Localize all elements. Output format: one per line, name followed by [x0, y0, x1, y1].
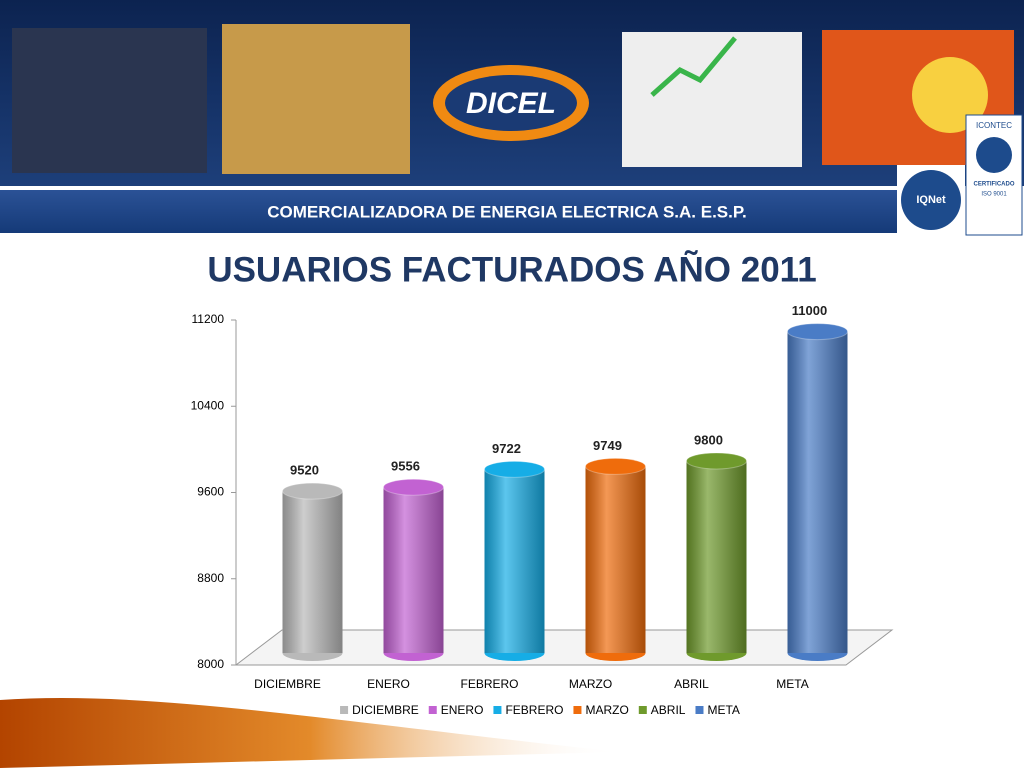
data-label: 9520	[290, 463, 319, 478]
x-tick-label: MARZO	[569, 677, 612, 691]
x-tick-label: META	[776, 677, 808, 691]
badge-text: CERTIFICADO	[974, 182, 1015, 188]
badge-text: IQNet	[916, 194, 946, 206]
bar-top	[383, 478, 444, 496]
data-label: 9722	[492, 441, 521, 456]
bar-shade	[383, 487, 444, 653]
bar-top	[585, 457, 646, 475]
logo-inner	[445, 75, 577, 131]
decor-swoosh	[0, 698, 620, 768]
legend-label: DICIEMBRE	[352, 703, 419, 717]
photo-chart	[622, 32, 802, 167]
bar-top	[686, 452, 747, 470]
legend-swatch	[695, 706, 704, 714]
legend-swatch	[340, 706, 349, 714]
legend-swatch	[493, 706, 502, 714]
chart-title: USUARIOS FACTURADOS AÑO 2011	[207, 250, 816, 289]
photo-city	[12, 28, 207, 173]
bar-shade	[585, 466, 646, 653]
icontec-badge	[965, 114, 1023, 236]
badge-text: ICONTEC	[976, 121, 1012, 130]
x-tick-label: ENERO	[367, 677, 410, 691]
data-label: 11000	[792, 303, 827, 318]
x-tick-label: FEBRERO	[460, 677, 518, 691]
legend-swatch	[638, 706, 647, 714]
bar-shade	[484, 469, 545, 653]
company-name: COMERCIALIZADORA DE ENERGIA ELECTRICA S.…	[267, 202, 747, 221]
bar-shade	[686, 460, 747, 653]
bar-top	[484, 460, 545, 478]
data-label: 9556	[391, 459, 420, 474]
logo-text: DICEL	[466, 87, 556, 120]
sun	[912, 57, 988, 133]
header-rule	[0, 186, 1024, 190]
photo-arrow	[650, 36, 737, 97]
legend-label: ABRIL	[651, 703, 686, 717]
company-band	[0, 190, 900, 233]
iqnet-seal	[901, 170, 961, 230]
data-label: 9749	[593, 438, 622, 453]
icontec-seal	[976, 137, 1012, 173]
y-tick-label: 8000	[197, 657, 224, 671]
legend-swatch	[573, 706, 582, 714]
data-label: 9800	[694, 432, 723, 447]
y-tick-label: 9600	[197, 485, 224, 499]
legend-label: MARZO	[585, 703, 628, 717]
legend-label: META	[707, 703, 739, 717]
legend-swatch	[428, 706, 437, 714]
photo-tower	[222, 24, 410, 174]
badge-text: ISO 9001	[981, 192, 1007, 198]
bar-shade	[282, 491, 343, 653]
y-tick-label: 10400	[191, 398, 225, 412]
bar-top	[282, 482, 343, 500]
legend-label: FEBRERO	[505, 703, 563, 717]
y-tick-label: 11200	[192, 312, 225, 326]
bar-top	[787, 323, 848, 341]
y-tick-label: 8800	[197, 571, 224, 585]
legend-label: ENERO	[441, 703, 484, 717]
x-tick-label: DICIEMBRE	[254, 677, 321, 691]
x-tick-label: ABRIL	[674, 677, 709, 691]
bar-shade	[787, 331, 848, 653]
